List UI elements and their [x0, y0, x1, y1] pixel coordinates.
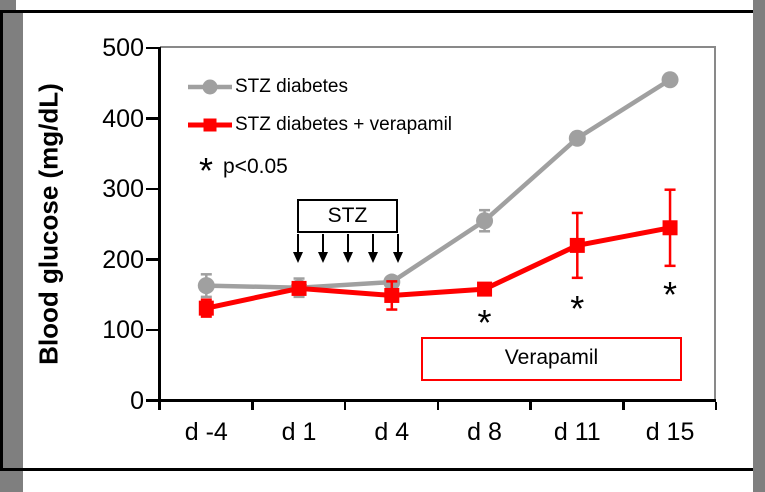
arrow-down-icon [317, 252, 328, 263]
significance-asterisk-icon: * [570, 287, 585, 329]
y-tick-label: 500 [102, 34, 144, 62]
arrow-down-icon [367, 252, 378, 263]
data-point-marker [198, 300, 214, 316]
x-tick-label: d -4 [184, 418, 228, 446]
data-point-marker [661, 71, 679, 89]
series-line [205, 225, 671, 311]
y-tick-mark [146, 399, 159, 402]
x-tick-label: d 15 [645, 418, 695, 446]
arrow-down-icon [321, 234, 325, 253]
y-tick-mark [146, 117, 159, 120]
y-tick-label: 100 [102, 316, 144, 344]
x-tick-mark [158, 402, 161, 410]
legend-swatch-treatment-line-square-icon [188, 118, 232, 132]
legend-label-control: STZ diabetes [235, 76, 348, 97]
right-shadow-bar [753, 0, 765, 492]
arrow-down-icon [296, 234, 300, 253]
x-tick-mark [343, 402, 347, 410]
x-axis-line [158, 399, 716, 402]
data-point-marker [197, 277, 215, 295]
legend-item-control: STZ diabetes [187, 76, 348, 98]
data-point-marker [476, 212, 494, 230]
arrow-down-icon [392, 252, 403, 263]
x-tick-label: d 11 [553, 418, 601, 446]
series-line [206, 77, 672, 290]
stz-injection-arrows [292, 234, 403, 263]
arrow-down-icon [346, 234, 350, 253]
left-shadow-bar [0, 0, 23, 492]
x-tick-mark [714, 402, 718, 410]
significance-note-label: p<0.05 [223, 155, 288, 178]
arrow-down-icon [371, 234, 375, 253]
y-tick-mark [146, 187, 159, 191]
x-tick-mark [436, 402, 439, 410]
y-axis-line [158, 47, 161, 402]
stz-treatment-box: STZ [297, 199, 398, 233]
significance-note-asterisk-icon: * [198, 150, 214, 192]
plot-border-top [160, 46, 716, 48]
verapamil-treatment-box: Verapamil [421, 337, 682, 381]
x-tick-label: d 8 [467, 418, 502, 446]
y-tick-label: 200 [102, 245, 144, 274]
significance-asterisk-icon: * [477, 302, 492, 344]
data-point-marker [291, 280, 307, 296]
arrow-down-icon [292, 252, 303, 263]
x-tick-mark [251, 402, 254, 410]
x-tick-label: d 1 [281, 418, 317, 446]
x-tick-mark [622, 402, 625, 410]
y-tick-mark [146, 258, 159, 261]
significance-asterisk-icon: * [663, 273, 678, 315]
arrow-down-icon [396, 234, 400, 253]
y-tick-mark [146, 46, 159, 50]
legend-swatch-control-line-circle-icon [188, 79, 232, 95]
data-point-marker [384, 287, 400, 303]
legend-label-treatment: STZ diabetes + verapamil [235, 114, 453, 135]
y-tick-mark [146, 328, 159, 332]
x-tick-label: d 4 [374, 418, 410, 446]
data-point-marker [569, 237, 585, 253]
y-tick-label: 400 [102, 104, 144, 133]
y-tick-label: 0 [130, 386, 144, 415]
x-tick-mark [529, 402, 532, 410]
data-point-marker [477, 281, 493, 297]
arrow-down-icon [342, 252, 353, 263]
plot-border-right [714, 46, 716, 402]
data-point-marker [662, 220, 678, 236]
y-tick-label: 300 [102, 175, 144, 203]
data-point-marker [568, 129, 586, 147]
top-white-strip [16, 0, 753, 10]
legend-item-treatment: STZ diabetes + verapamil [187, 114, 452, 136]
